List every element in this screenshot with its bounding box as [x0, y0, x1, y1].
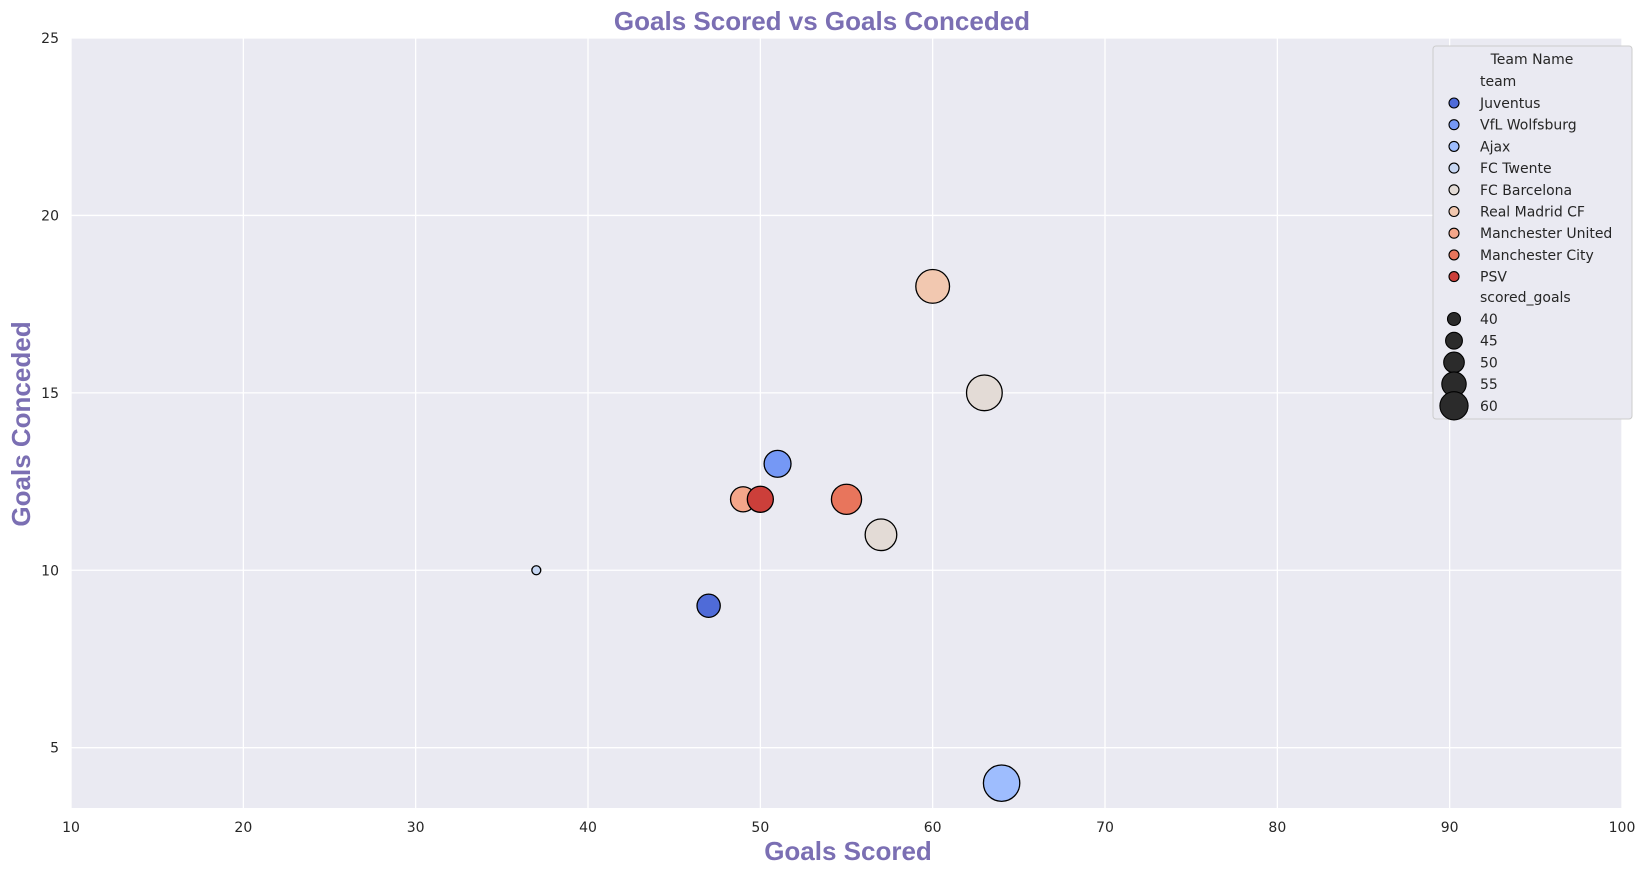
legend-title: Team Name	[1490, 52, 1574, 68]
legend-size-marker	[1439, 391, 1469, 421]
x-tick-label: 100	[1609, 820, 1636, 836]
x-tick-label: 80	[1268, 820, 1286, 836]
x-tick-label: 60	[924, 820, 942, 836]
y-axis-ticks: 5 10 15 20 25	[41, 31, 59, 757]
legend-size-label: 45	[1480, 334, 1498, 350]
x-axis-label: Goals Scored	[764, 836, 932, 866]
legend-label: Ajax	[1480, 139, 1510, 155]
data-point	[965, 374, 1003, 412]
legend-item: PSV	[1448, 270, 1507, 286]
legend-size-label: 55	[1480, 377, 1498, 393]
x-tick-label: 50	[751, 820, 769, 836]
legend-marker	[1448, 205, 1460, 218]
legend-label: VfL Wolfsburg	[1480, 118, 1577, 134]
legend-size-item: 40	[1446, 311, 1498, 328]
legend-marker	[1448, 227, 1460, 239]
legend-item: FC Barcelona	[1448, 183, 1572, 199]
data-point	[864, 518, 898, 552]
data-point	[696, 593, 721, 619]
data-point	[915, 268, 951, 304]
legend-size-item: 55	[1441, 371, 1498, 397]
x-axis-ticks: 10 20 30 40 50 60 70 80 90 100	[62, 820, 1635, 836]
plot-area	[71, 38, 1622, 808]
legend-label: Real Madrid CF	[1480, 205, 1585, 221]
legend-marker	[1448, 140, 1460, 152]
legend-size-item: 50	[1443, 351, 1498, 374]
legend-box	[1432, 45, 1633, 420]
y-tick-label: 15	[41, 386, 59, 402]
data-point	[830, 483, 863, 516]
legend-marker	[1448, 184, 1460, 196]
legend-size-marker	[1443, 351, 1465, 374]
chart-title: Goals Scored vs Goals Conceded	[614, 6, 1030, 36]
legend-item: VfL Wolfsburg	[1448, 118, 1577, 134]
legend-item: Juventus	[1448, 96, 1540, 112]
legend-size-label: 40	[1480, 312, 1498, 328]
legend-item: FC Twente	[1448, 161, 1552, 177]
x-tick-label: 10	[62, 820, 80, 836]
legend-item: Manchester United	[1448, 226, 1612, 242]
legend-marker	[1448, 97, 1460, 109]
legend-label: FC Barcelona	[1480, 183, 1572, 199]
legend-size-label: 60	[1480, 399, 1498, 415]
y-tick-label: 10	[41, 563, 59, 579]
legend-label: Manchester United	[1480, 226, 1612, 242]
legend-item: Real Madrid CF	[1448, 205, 1585, 221]
data-points	[531, 268, 1021, 802]
legend-label: PSV	[1480, 270, 1507, 286]
legend-marker	[1448, 162, 1460, 174]
legend: Team Name team Juventus VfL Wolfsburg Ajax…	[1432, 45, 1633, 421]
legend-hue-title: team	[1480, 74, 1516, 90]
grid-lines	[70, 37, 1623, 808]
legend-label: Manchester City	[1480, 248, 1594, 264]
legend-label: FC Twente	[1480, 161, 1552, 177]
y-tick-label: 5	[50, 741, 59, 757]
x-tick-label: 40	[579, 820, 597, 836]
y-axis-label: Goals Conceded	[6, 321, 36, 526]
legend-item: Manchester City	[1448, 248, 1594, 264]
legend-size-item: 60	[1439, 391, 1498, 421]
y-tick-label: 20	[41, 208, 59, 224]
x-tick-label: 90	[1441, 820, 1459, 836]
legend-label: Juventus	[1479, 96, 1540, 112]
legend-size-marker	[1445, 331, 1463, 350]
legend-marker	[1448, 271, 1460, 283]
legend-size-marker	[1446, 311, 1462, 327]
data-point	[763, 449, 792, 478]
legend-size-label: 50	[1480, 355, 1498, 371]
legend-marker	[1448, 119, 1460, 131]
x-tick-label: 30	[407, 820, 425, 836]
legend-team-items: Juventus VfL Wolfsburg Ajax FC Twente FC Bar…	[1448, 96, 1612, 286]
legend-marker	[1448, 249, 1460, 261]
x-tick-label: 70	[1096, 820, 1114, 836]
legend-size-title: scored_goals	[1480, 290, 1571, 306]
y-tick-label: 25	[41, 31, 59, 47]
legend-size-item: 45	[1445, 331, 1498, 350]
legend-item: Ajax	[1448, 139, 1510, 155]
x-tick-label: 20	[234, 820, 252, 836]
data-point	[746, 485, 775, 513]
data-point	[982, 764, 1021, 802]
data-point	[531, 565, 542, 576]
legend-size-items: 40 45 50 55 60	[1439, 311, 1498, 421]
